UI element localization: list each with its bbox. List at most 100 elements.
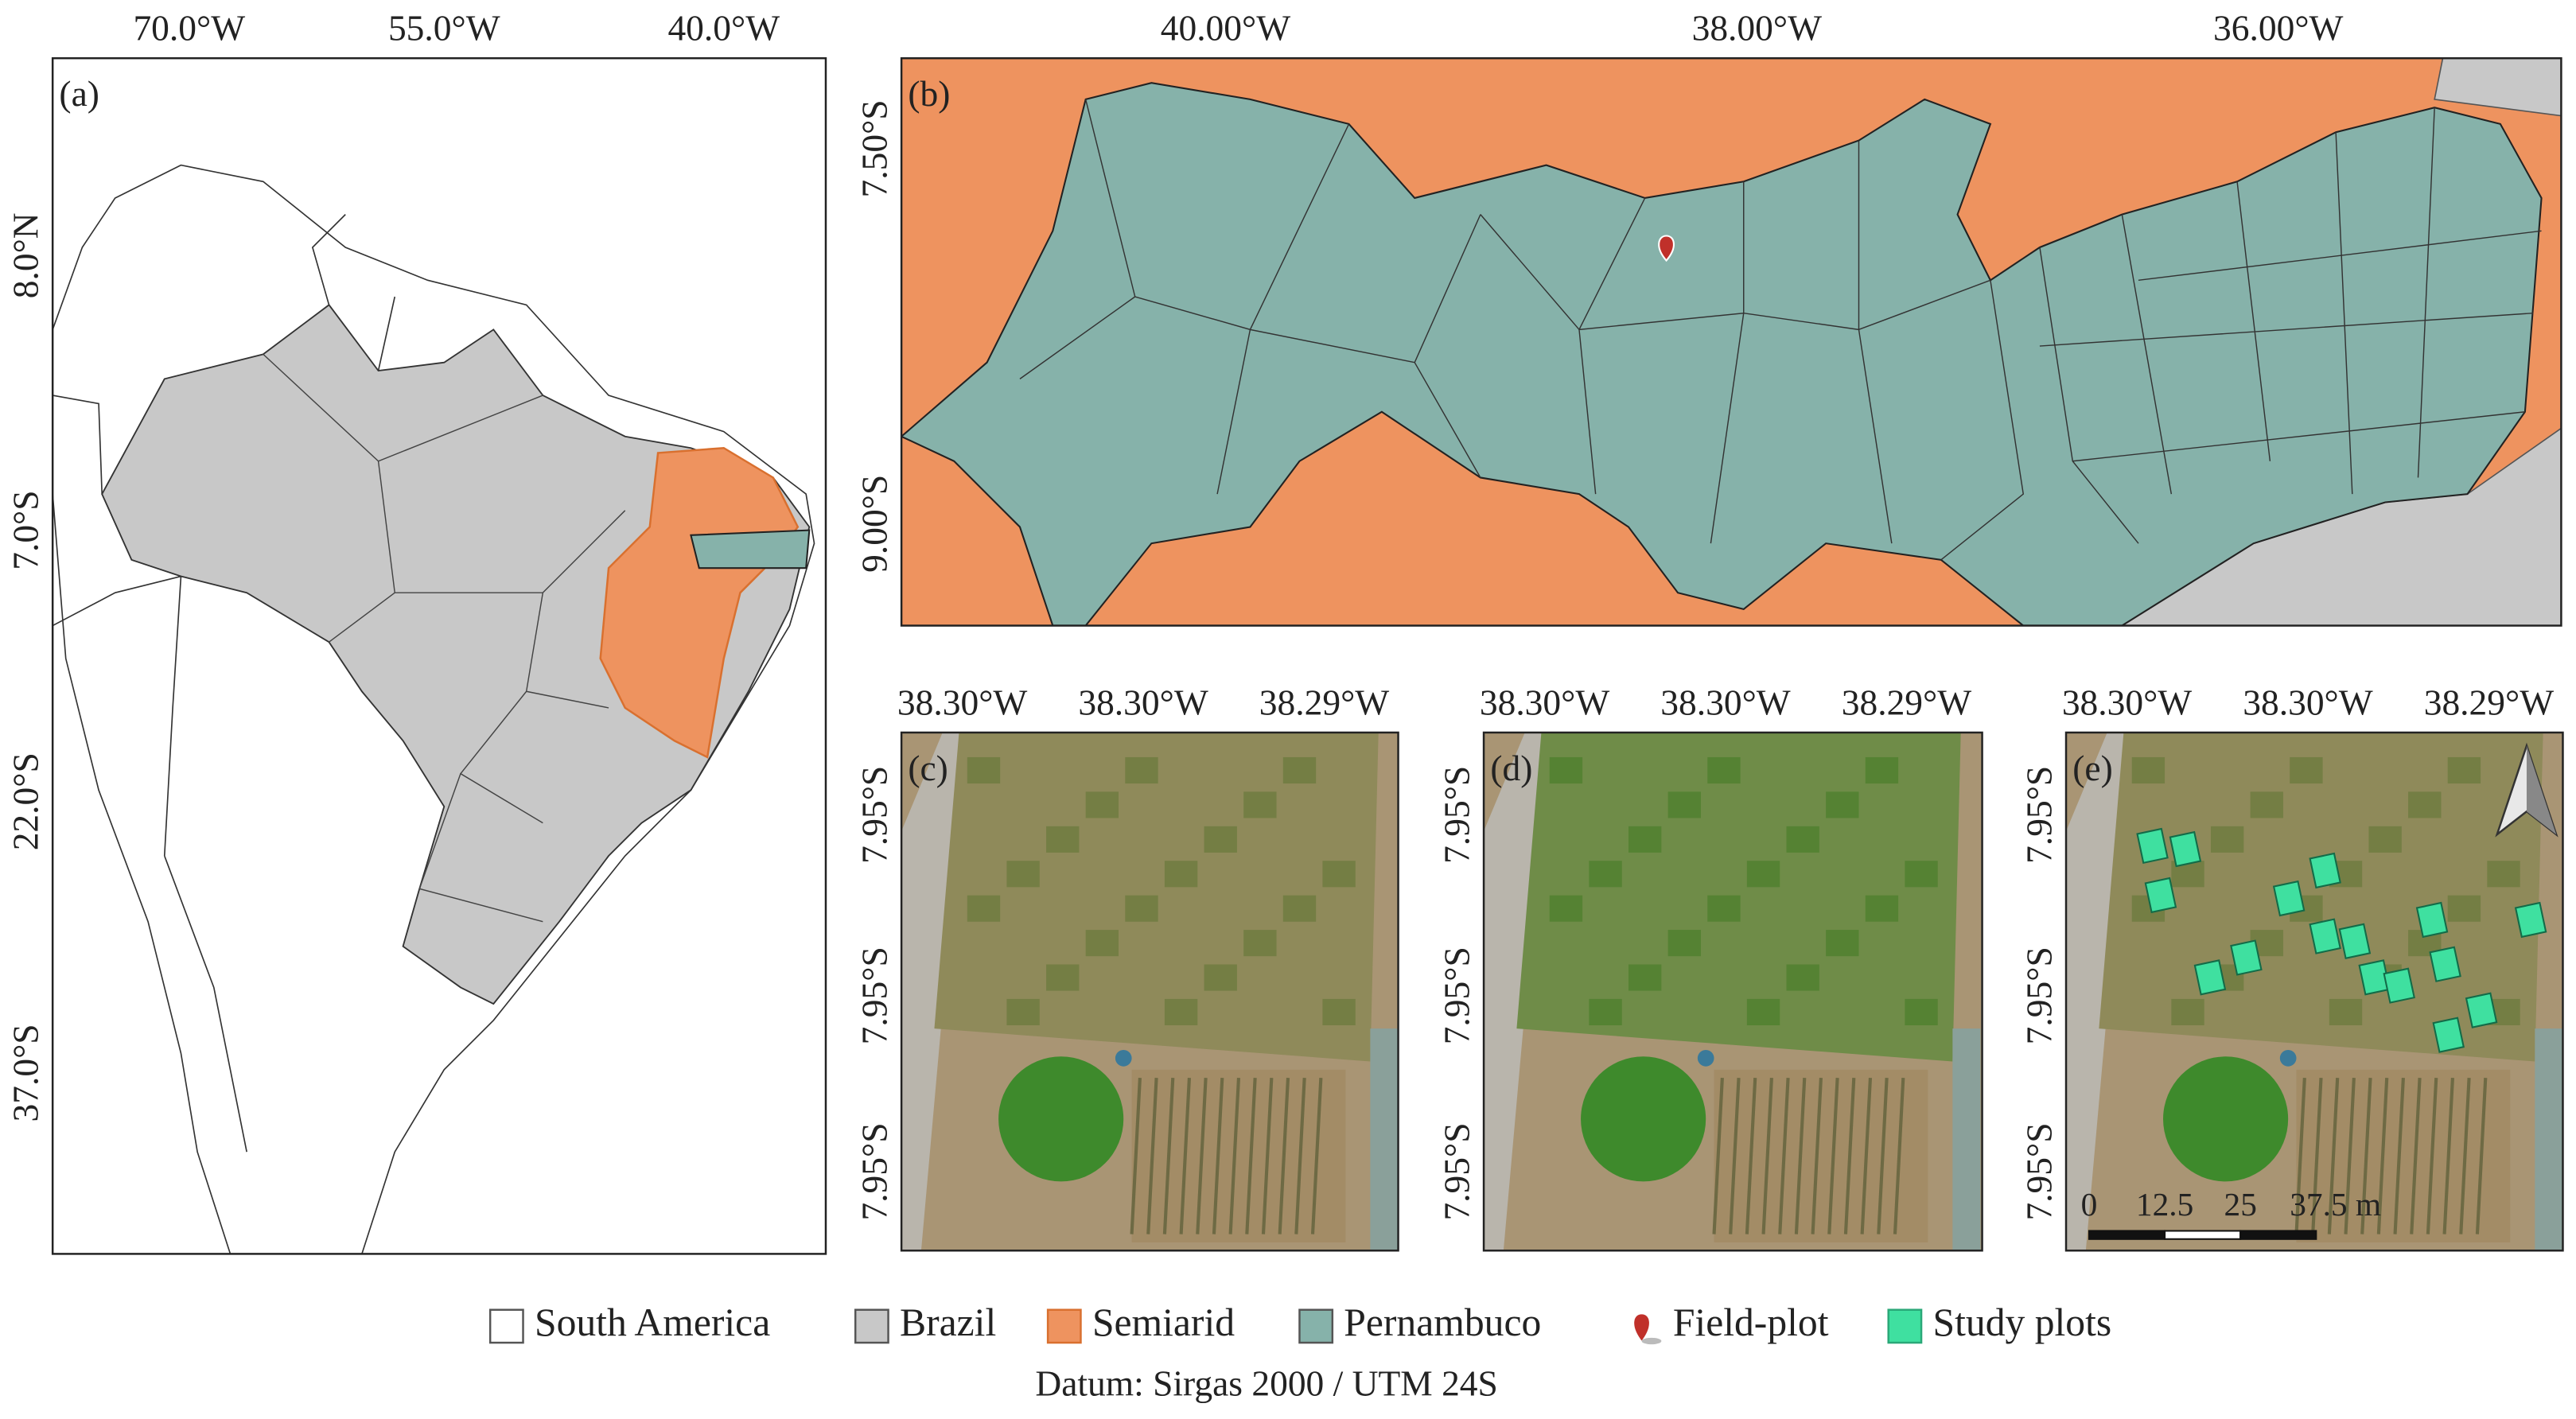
- panel-frame: [51, 56, 827, 1255]
- row: [2311, 1078, 2323, 1234]
- crop-patch: [1865, 895, 1899, 922]
- y-tick-label: 7.95°S: [854, 766, 895, 864]
- row: [1261, 1078, 1274, 1234]
- study-plot: [2136, 827, 2169, 865]
- row: [1294, 1078, 1306, 1234]
- crop-patch: [1667, 791, 1701, 818]
- x-tick-label: 38.30°W: [897, 682, 1027, 722]
- crop-patch: [2368, 826, 2402, 853]
- row: [1811, 1078, 1823, 1234]
- y-tick-label: 9.00°S: [854, 475, 895, 573]
- crop-patch: [2447, 895, 2481, 922]
- panel-label: (c): [908, 748, 948, 788]
- x-tick-label: 38.30°W: [1078, 682, 1208, 722]
- imagery: [1484, 732, 1983, 1251]
- panel-frame: [900, 731, 1399, 1252]
- y-tick-label: 7.95°S: [2019, 766, 2060, 864]
- panel-label: (a): [59, 73, 99, 114]
- study-plot: [2193, 959, 2227, 996]
- row: [2294, 1078, 2306, 1234]
- scale-bar-segment: [2088, 1230, 2166, 1240]
- pernambuco: [901, 82, 2543, 626]
- crop-patch: [1243, 930, 1277, 957]
- y-tick-label: 8.0°N: [6, 212, 46, 298]
- row: [2442, 1078, 2454, 1234]
- crop-patch: [1085, 791, 1119, 818]
- row: [1794, 1078, 1807, 1234]
- scale-bar-label: 25: [2224, 1186, 2257, 1223]
- datum-note: Datum: Sirgas 2000 / UTM 24S: [1035, 1363, 1497, 1403]
- crop-patch: [1006, 861, 1040, 888]
- y-tick-label: 7.50°S: [854, 99, 895, 197]
- row: [2426, 1078, 2438, 1234]
- brazil: [101, 304, 811, 1005]
- row: [1729, 1078, 1741, 1234]
- row: [1196, 1078, 1208, 1234]
- y-tick-label: 7.95°S: [1437, 766, 1477, 864]
- legend-label: South America: [535, 1300, 770, 1344]
- row: [2327, 1078, 2340, 1234]
- crop-patch: [1164, 998, 1198, 1025]
- crop-patch: [2250, 791, 2283, 818]
- crop-patch: [967, 756, 1001, 784]
- tree: [2163, 1056, 2289, 1182]
- legend-label: Semiarid: [1092, 1300, 1235, 1344]
- x-tick-label: 38.29°W: [1842, 682, 1971, 722]
- y-tick-label: 7.95°S: [2019, 947, 2060, 1044]
- crop-patch: [1282, 756, 1317, 784]
- panel-frame: [2064, 731, 2564, 1252]
- row: [1843, 1078, 1856, 1234]
- crop-patch: [1707, 756, 1741, 784]
- crop-patch: [2487, 861, 2520, 888]
- scale-bar-label: 12.5: [2136, 1186, 2193, 1223]
- y-tick-label: 7.95°S: [854, 1122, 895, 1220]
- crop-patch: [1282, 895, 1317, 922]
- legend-label: Study plots: [1933, 1300, 2112, 1344]
- crop-patch: [2131, 756, 2165, 784]
- imagery: [901, 732, 1399, 1251]
- crop-patch: [1746, 998, 1780, 1025]
- x-tick-label: 38.29°W: [2424, 682, 2554, 722]
- row: [1827, 1078, 1839, 1234]
- map-south-america: [53, 58, 826, 1254]
- aerial-image: [2064, 731, 2564, 1252]
- row: [1245, 1078, 1257, 1234]
- roadside: [1952, 1028, 1981, 1251]
- row: [1162, 1078, 1175, 1234]
- crop-patch: [2408, 791, 2442, 818]
- legend-swatch: [488, 1308, 524, 1344]
- row: [2475, 1078, 2488, 1234]
- legend-label: Pernambuco: [1344, 1300, 1541, 1344]
- crop-patch: [1746, 861, 1780, 888]
- tank: [2279, 1050, 2297, 1067]
- row: [2376, 1078, 2389, 1234]
- row: [1146, 1078, 1158, 1234]
- aerial-image: [1482, 731, 1983, 1252]
- x-tick-label: 38.30°W: [2243, 682, 2372, 722]
- crop-patch: [2447, 756, 2481, 784]
- crop-patch: [1046, 964, 1080, 991]
- row: [1712, 1078, 1724, 1234]
- crop-patch: [1589, 861, 1622, 888]
- x-tick-label: 55.0°W: [388, 8, 500, 49]
- crop-patch: [2329, 998, 2363, 1025]
- row: [1278, 1078, 1290, 1234]
- crop-patch: [967, 895, 1001, 922]
- panel-label: (b): [908, 73, 950, 114]
- crop-patch: [1905, 998, 1938, 1025]
- row: [1893, 1078, 1905, 1234]
- study-plot: [2429, 946, 2461, 982]
- tree: [998, 1056, 1124, 1182]
- roadside: [2535, 1028, 2563, 1251]
- crop-patch: [1322, 861, 1356, 888]
- tank: [1697, 1050, 1714, 1067]
- legend-swatch: [1298, 1308, 1334, 1344]
- tree: [1581, 1056, 1706, 1182]
- row: [2360, 1078, 2372, 1234]
- map-pernambuco: [901, 58, 2562, 626]
- x-tick-label: 38.00°W: [1692, 8, 1822, 49]
- x-tick-label: 36.00°W: [2213, 8, 2343, 49]
- study-plot: [2309, 852, 2341, 889]
- crop-patch: [2210, 826, 2244, 853]
- crop-patch: [1204, 964, 1237, 991]
